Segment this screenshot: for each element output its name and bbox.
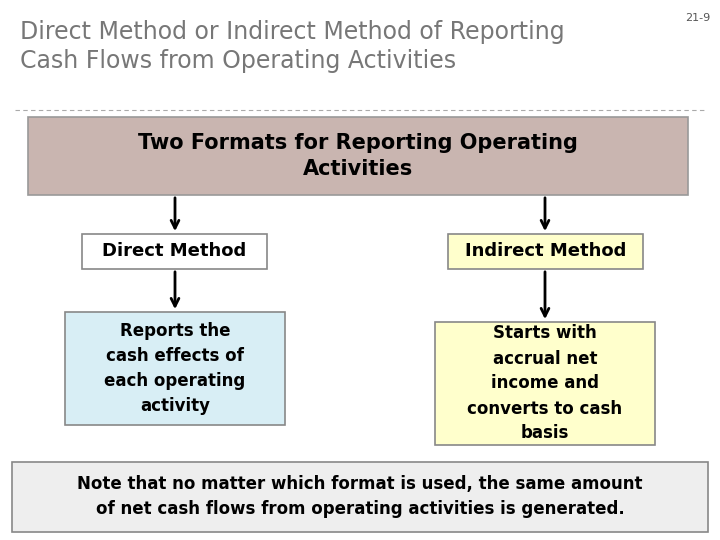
Text: 21-9: 21-9 — [685, 13, 710, 23]
FancyBboxPatch shape — [28, 117, 688, 195]
FancyBboxPatch shape — [82, 234, 267, 269]
Text: Two Formats for Reporting Operating
Activities: Two Formats for Reporting Operating Acti… — [138, 133, 578, 179]
Text: Direct Method: Direct Method — [102, 242, 247, 260]
Text: Starts with
accrual net
income and
converts to cash
basis: Starts with accrual net income and conve… — [467, 325, 623, 442]
Text: Note that no matter which format is used, the same amount
of net cash flows from: Note that no matter which format is used… — [77, 476, 643, 518]
FancyBboxPatch shape — [435, 322, 655, 445]
Text: Indirect Method: Indirect Method — [465, 242, 626, 260]
Text: Reports the
cash effects of
each operating
activity: Reports the cash effects of each operati… — [104, 322, 246, 415]
FancyBboxPatch shape — [448, 234, 643, 269]
FancyBboxPatch shape — [12, 462, 708, 532]
FancyBboxPatch shape — [65, 312, 285, 425]
Text: Direct Method or Indirect Method of Reporting
Cash Flows from Operating Activiti: Direct Method or Indirect Method of Repo… — [20, 20, 564, 73]
